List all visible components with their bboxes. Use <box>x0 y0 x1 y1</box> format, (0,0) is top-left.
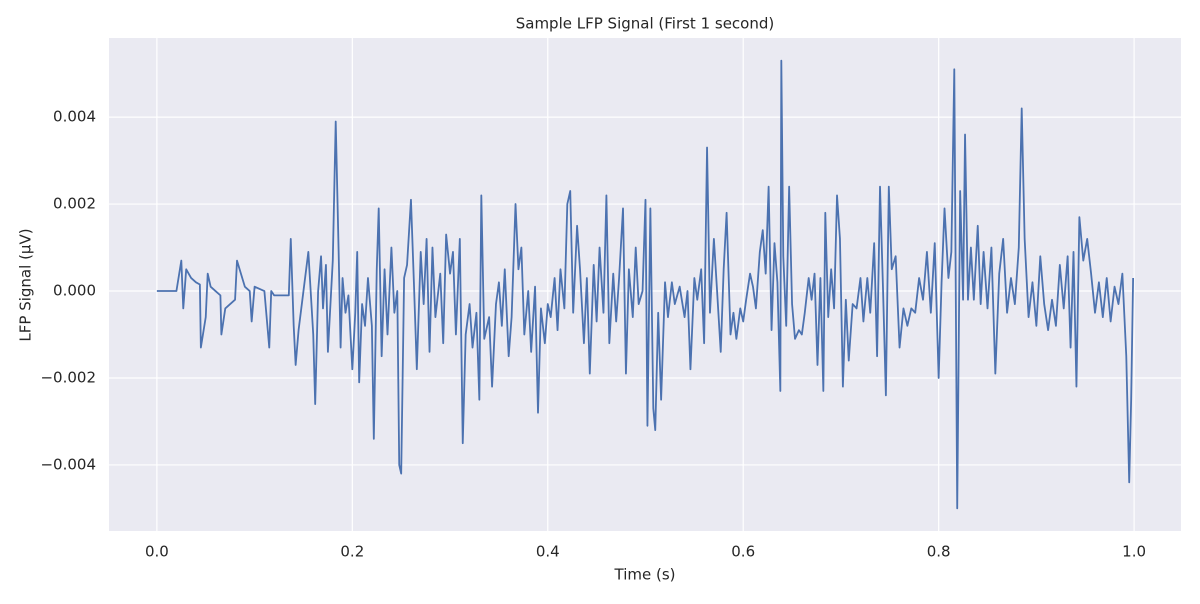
x-tick-label: 1.0 <box>1122 543 1146 561</box>
signal-line <box>156 59 1135 510</box>
x-tick-label: 0.4 <box>536 543 560 561</box>
y-tick-label: 0.002 <box>53 195 96 213</box>
y-tick-label: −0.004 <box>40 455 96 473</box>
plot-area <box>109 38 1181 531</box>
y-axis-label: LFP Signal (µV) <box>17 228 35 341</box>
x-tick-label: 0.2 <box>340 543 364 561</box>
y-tick-label: 0.000 <box>53 282 96 300</box>
x-tick-label: 0.0 <box>145 543 169 561</box>
y-tick-label: 0.004 <box>53 108 96 126</box>
x-tick-label: 0.8 <box>927 543 951 561</box>
chart-title: Sample LFP Signal (First 1 second) <box>516 15 775 33</box>
x-tick-label: 0.6 <box>731 543 755 561</box>
x-axis-label: Time (s) <box>614 566 676 584</box>
y-tick-label: −0.002 <box>40 368 96 386</box>
